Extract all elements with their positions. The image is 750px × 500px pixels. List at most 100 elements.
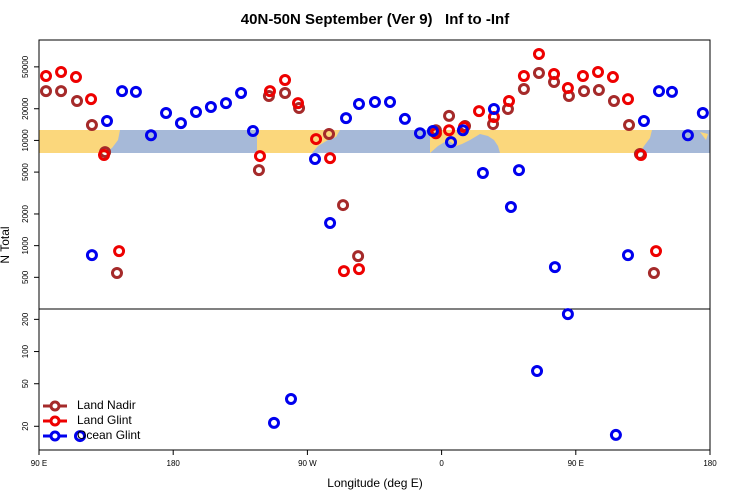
point: [609, 428, 622, 441]
point: [204, 100, 217, 113]
legend-label: Land Glint: [77, 413, 132, 427]
point: [71, 94, 84, 107]
point: [637, 114, 650, 127]
chart-title: 40N-50N September (Ver 9) Inf to -Inf: [241, 11, 510, 28]
point: [85, 93, 98, 106]
point: [337, 199, 350, 212]
y-tick-label: 200: [21, 312, 30, 326]
point: [532, 48, 545, 61]
world-map: [39, 130, 710, 153]
point: [548, 261, 561, 274]
y-tick-label: 10000: [21, 129, 30, 152]
point: [352, 97, 365, 110]
point: [502, 94, 515, 107]
point: [324, 152, 337, 165]
point: [129, 85, 142, 98]
point: [621, 249, 634, 262]
point: [340, 112, 353, 125]
x-tick-label: 90 E: [568, 459, 584, 468]
point: [592, 84, 605, 97]
point: [174, 117, 187, 130]
y-axis-label: N Total: [0, 226, 12, 263]
point: [487, 102, 500, 115]
point: [517, 83, 530, 96]
x-tick-label: 90 W: [298, 459, 317, 468]
point: [262, 90, 275, 103]
point: [279, 87, 292, 100]
point: [623, 119, 636, 132]
point: [279, 74, 292, 87]
point: [190, 106, 203, 119]
point: [621, 93, 634, 106]
point: [113, 245, 126, 258]
point: [561, 81, 574, 94]
legend-label: Land Nadir: [77, 398, 136, 412]
point: [292, 97, 305, 110]
point: [85, 119, 98, 132]
legend-marker: [49, 400, 61, 412]
point: [69, 71, 82, 84]
point: [293, 102, 306, 115]
point: [444, 136, 457, 149]
point: [487, 118, 500, 131]
point: [413, 127, 426, 140]
point: [473, 105, 486, 118]
point: [384, 95, 397, 108]
x-tick-label: 180: [167, 459, 181, 468]
point: [532, 67, 545, 80]
point: [665, 85, 678, 98]
legend-marker: [49, 415, 61, 427]
legend-marker: [49, 430, 61, 442]
point: [252, 164, 265, 177]
point: [681, 129, 694, 142]
point: [267, 416, 280, 429]
point: [55, 65, 68, 78]
y-tick-label: 20000: [21, 97, 30, 120]
point: [647, 266, 660, 279]
point: [531, 364, 544, 377]
point: [548, 67, 561, 80]
point: [40, 85, 53, 98]
point: [456, 124, 469, 137]
point: [696, 107, 709, 120]
point: [443, 124, 456, 137]
x-axis-label: Longitude (deg E): [327, 476, 422, 490]
y-tick-label: 50: [21, 379, 30, 388]
plot-frame: [38, 39, 711, 451]
point: [219, 97, 232, 110]
x-tick-label: 180: [703, 459, 717, 468]
point: [352, 250, 365, 263]
y-tick-label: 2000: [21, 205, 30, 223]
point: [116, 85, 129, 98]
point: [55, 85, 68, 98]
point: [310, 133, 323, 146]
point: [398, 112, 411, 125]
point: [74, 430, 87, 443]
point: [476, 167, 489, 180]
y-tick-label: 20: [21, 421, 30, 430]
point: [352, 263, 365, 276]
point: [40, 70, 53, 83]
point: [160, 107, 173, 120]
point: [561, 308, 574, 321]
point: [253, 150, 266, 163]
y-tick-label: 100: [21, 344, 30, 358]
point: [144, 129, 157, 142]
legend-label: Ocean Glint: [77, 428, 141, 442]
point: [323, 128, 336, 141]
point: [443, 109, 456, 122]
y-tick-label: 500: [21, 270, 30, 284]
point: [85, 249, 98, 262]
x-tick-label: 90 E: [31, 459, 47, 468]
point: [337, 265, 350, 278]
point: [110, 266, 123, 279]
point: [650, 245, 663, 258]
point: [517, 70, 530, 83]
point: [98, 149, 111, 162]
point: [309, 153, 322, 166]
point: [284, 392, 297, 405]
point: [504, 200, 517, 213]
point: [368, 95, 381, 108]
point: [592, 65, 605, 78]
point: [263, 85, 276, 98]
